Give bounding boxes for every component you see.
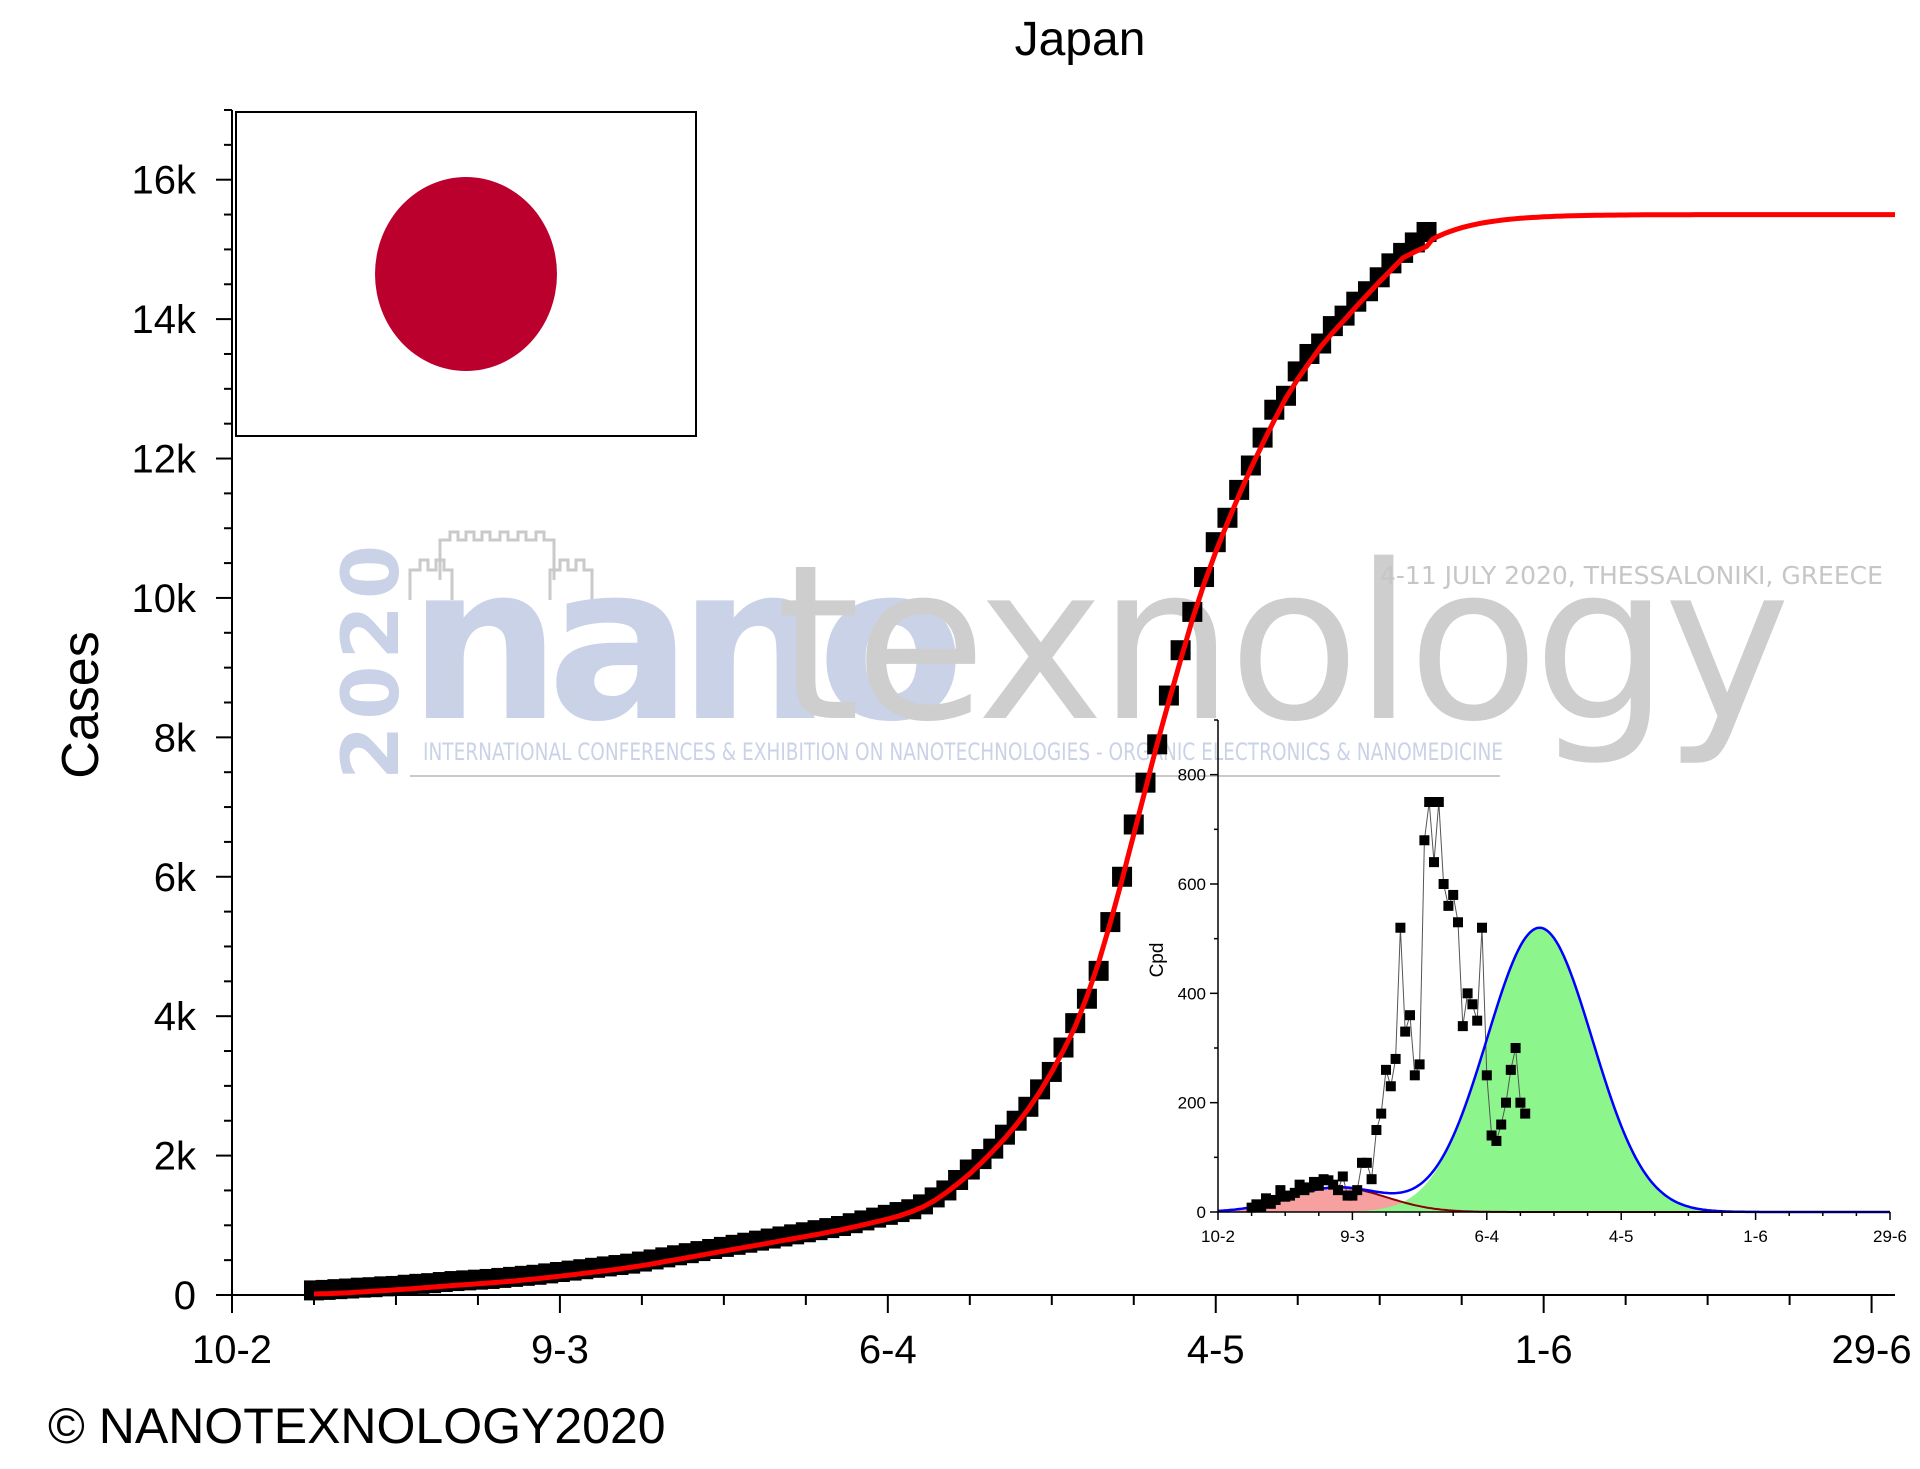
x-tick-label: 1-6 — [1515, 1328, 1573, 1372]
inset-data-point — [1457, 1021, 1468, 1032]
inset-y-tick-label: 800 — [1178, 766, 1206, 785]
y-tick-label: 14k — [132, 298, 197, 342]
inset-y-tick-label: 0 — [1197, 1203, 1206, 1222]
inset-data-point — [1261, 1193, 1271, 1204]
inset-x-tick-label: 1-6 — [1743, 1227, 1768, 1246]
inset-data-point — [1289, 1187, 1300, 1198]
inset-data-point — [1405, 1010, 1415, 1021]
inset-peak1-area — [1218, 1187, 1890, 1212]
inset-y-tick-label: 200 — [1178, 1094, 1206, 1113]
x-tick-label: 6-4 — [859, 1328, 917, 1372]
inset-y-tick-label: 600 — [1178, 875, 1206, 894]
y-tick-label: 2k — [154, 1135, 197, 1179]
inset-x-axis: 10-2 9-3 6-4 4-5 1-6 29-6 — [1201, 1211, 1907, 1246]
inset-data-point — [1328, 1179, 1339, 1190]
inset-data-point — [1333, 1185, 1343, 1196]
inset-data-point — [1486, 1130, 1497, 1141]
inset-data-point — [1515, 1097, 1526, 1108]
inset-data-point — [1496, 1119, 1507, 1130]
japan-flag-icon — [235, 111, 697, 437]
y-tick-label: 0 — [174, 1274, 196, 1318]
inset-data-point — [1376, 1108, 1387, 1119]
inset-data-point — [1520, 1108, 1531, 1119]
inset-data-point — [1270, 1194, 1281, 1205]
chart-title: Japan — [1015, 13, 1146, 66]
y-tick-label: 12k — [132, 438, 197, 482]
y-axis: 0 2k 4k 6k 8k 10k 12k 14k 16k — [132, 109, 233, 1318]
inset-data-point — [1510, 1043, 1521, 1053]
inset-data-point — [1453, 917, 1463, 928]
inset-peak2-area — [1218, 927, 1890, 1212]
x-tick-label: 4-5 — [1187, 1328, 1245, 1372]
inset-data-point — [1294, 1179, 1305, 1190]
watermark: 2020 nano texnology 4-11 JULY 2020, THES… — [327, 518, 1883, 780]
inset-data-point — [1390, 1053, 1401, 1064]
inset-data-point — [1467, 999, 1478, 1010]
watermark-event: 4-11 JULY 2020, THESSALONIKI, GREECE — [1380, 561, 1883, 590]
inset-data-point — [1501, 1097, 1511, 1108]
inset-data-point — [1424, 797, 1435, 807]
inset-data-points — [1246, 797, 1531, 1213]
inset-data-point — [1352, 1185, 1363, 1196]
x-axis: 10-2 9-3 6-4 4-5 1-6 29-6 — [192, 1294, 1912, 1372]
y-tick-label: 16k — [132, 159, 197, 203]
inset-data-point — [1400, 1026, 1411, 1037]
inset-data-point — [1481, 1070, 1492, 1081]
inset-data-point — [1409, 1070, 1420, 1081]
inset-y-axis: 0 200 400 600 800 — [1178, 719, 1219, 1222]
x-tick-label: 9-3 — [531, 1328, 589, 1372]
x-tick-label: 10-2 — [192, 1328, 272, 1372]
y-axis-label: Cases — [52, 631, 110, 778]
inset-data-point — [1477, 922, 1487, 933]
inset-data-point — [1414, 1059, 1425, 1070]
inset-data-point — [1366, 1174, 1377, 1185]
watermark-subtitle: INTERNATIONAL CONFERENCES & EXHIBITION O… — [423, 738, 1503, 766]
y-tick-label: 4k — [154, 995, 197, 1039]
inset-data-point — [1385, 1081, 1396, 1092]
main-plot: Japan Cases 0 2k 4k 6k 8k 10k 12k 14k 16k 10-2 9-… — [52, 13, 1912, 1372]
inset-data-point — [1304, 1182, 1315, 1193]
watermark-brand-part2: texnology — [776, 518, 1785, 769]
inset-data-point — [1337, 1171, 1348, 1182]
inset-data-point — [1505, 1064, 1516, 1075]
inset-data-point — [1419, 835, 1430, 846]
inset-data-point — [1429, 857, 1439, 868]
watermark-year: 2020 — [327, 539, 417, 780]
inset-data-point — [1256, 1201, 1267, 1212]
inset-x-tick-label: 9-3 — [1340, 1227, 1365, 1246]
inset-data-point — [1371, 1125, 1382, 1135]
y-tick-label: 8k — [154, 716, 197, 760]
inset-data-point — [1275, 1185, 1286, 1196]
inset-x-tick-label: 6-4 — [1475, 1227, 1500, 1246]
inset-data-point — [1433, 797, 1444, 807]
inset-data-point — [1381, 1064, 1391, 1075]
inset-data-point — [1438, 879, 1449, 889]
inset-x-tick-label: 4-5 — [1609, 1227, 1634, 1246]
inset-y-axis-label: Cpd — [1147, 943, 1168, 978]
inset-data-point — [1472, 1015, 1483, 1026]
y-tick-label: 6k — [154, 856, 197, 900]
inset-data-point — [1448, 889, 1459, 900]
inset-x-tick-label: 29-6 — [1873, 1227, 1907, 1246]
inset-data-point — [1361, 1157, 1372, 1168]
inset-data-point — [1347, 1190, 1358, 1201]
data-point — [1287, 361, 1308, 382]
inset-y-tick-label: 400 — [1178, 984, 1206, 1003]
watermark-brand-part1: nano — [408, 518, 956, 769]
fit-curve — [313, 212, 1895, 1297]
copyright-text: © NANOTEXNOLOGY2020 — [48, 1398, 666, 1454]
inset-data-point — [1462, 988, 1473, 999]
inset-data-point — [1313, 1180, 1324, 1191]
inset-data-point — [1443, 900, 1454, 911]
inset-data-point — [1491, 1135, 1502, 1146]
inset-x-tick-label: 10-2 — [1201, 1227, 1235, 1246]
x-tick-label: 29-6 — [1832, 1328, 1912, 1372]
y-tick-label: 10k — [132, 577, 197, 621]
inset-plot: Cpd 0 200 400 600 800 10-2 9-3 6-4 4-5 1-6 29-6 — [1147, 719, 1907, 1246]
inset-data-point — [1395, 922, 1406, 933]
flag-disc — [375, 177, 557, 371]
castle-icon — [408, 530, 594, 600]
